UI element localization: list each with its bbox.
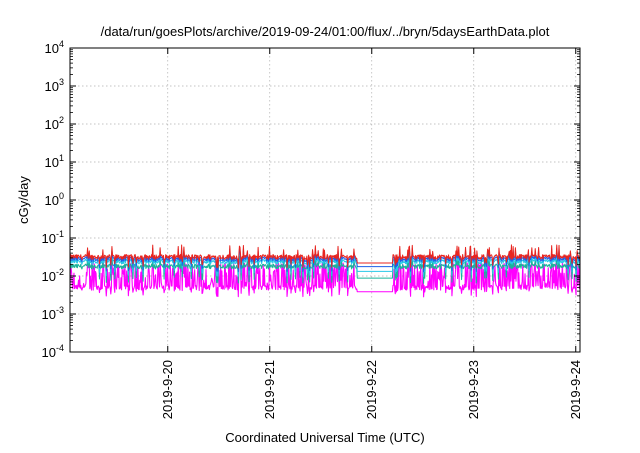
series-line bbox=[69, 247, 581, 273]
y-tick-label: 10-1 bbox=[42, 229, 64, 246]
x-tick-label: 2019-9-22 bbox=[364, 360, 379, 419]
y-tick-label: 10-2 bbox=[42, 267, 64, 284]
series-line bbox=[69, 244, 581, 269]
x-tick-label: 2019-9-24 bbox=[568, 360, 583, 419]
grid bbox=[70, 48, 580, 352]
x-axis: 2019-9-20 2019-9-21 2019-9-22 2019-9-23 2019… bbox=[160, 48, 583, 419]
series-layer bbox=[69, 244, 581, 298]
x-tick-label: 2019-9-20 bbox=[160, 360, 175, 419]
y-axis: 104 103 102 101 100 10-1 10-2 10-3 10-4 bbox=[42, 39, 580, 360]
y-tick-label: 101 bbox=[45, 153, 64, 170]
y-tick-label: 102 bbox=[45, 115, 64, 132]
y-tick-label: 104 bbox=[45, 39, 64, 56]
y-tick-label: 103 bbox=[45, 77, 64, 94]
x-tick-label: 2019-9-21 bbox=[262, 360, 277, 419]
y-tick-label: 10-4 bbox=[42, 343, 64, 360]
x-tick-label: 2019-9-23 bbox=[466, 360, 481, 419]
series-line bbox=[69, 249, 581, 277]
chart-title: /data/run/goesPlots/archive/2019-09-24/0… bbox=[101, 24, 550, 39]
y-tick-label: 10-3 bbox=[42, 305, 64, 322]
y-axis-label: cGy/day bbox=[16, 176, 31, 224]
y-tick-label: 100 bbox=[45, 191, 64, 208]
series-line bbox=[69, 254, 581, 284]
x-axis-label: Coordinated Universal Time (UTC) bbox=[225, 430, 424, 445]
